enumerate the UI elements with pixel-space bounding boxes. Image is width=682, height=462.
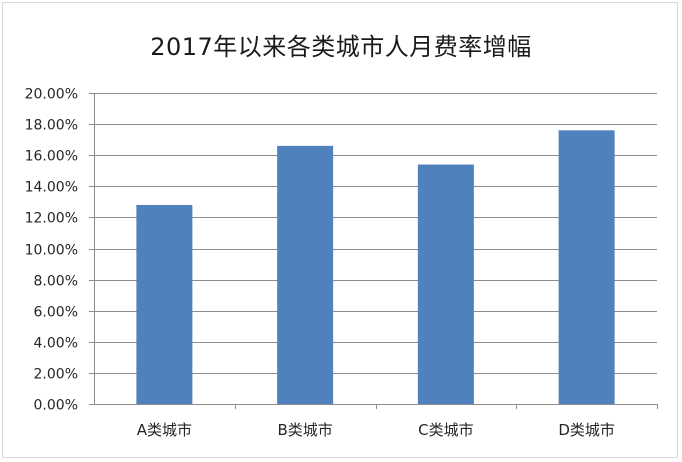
x-category-label: A类城市	[137, 421, 192, 439]
y-tick-label: 16.00%	[25, 149, 78, 165]
y-tick-label: 10.00%	[25, 243, 78, 259]
bar	[136, 204, 193, 404]
bar	[277, 145, 334, 404]
y-tick-label: 2.00%	[34, 367, 78, 383]
bar	[417, 164, 474, 404]
y-tick-label: 0.00%	[34, 398, 78, 414]
y-tick-label: 12.00%	[25, 211, 78, 227]
x-category-label: B类城市	[277, 421, 332, 439]
y-tick-label: 20.00%	[25, 87, 78, 103]
y-tick-label: 18.00%	[25, 118, 78, 134]
x-category-label: D类城市	[558, 421, 615, 439]
x-category-label: C类城市	[418, 421, 473, 439]
bars	[136, 130, 615, 404]
y-tick-label: 14.00%	[25, 180, 78, 196]
y-tick-label: 6.00%	[34, 305, 78, 321]
labels: 0.00% 2.00% 4.00% 6.00% 8.00% 10.00% 12.00% 14.…	[25, 87, 615, 440]
y-tick-label: 8.00%	[34, 274, 78, 290]
chart-title: 2017年以来各类城市人月费率增幅	[150, 33, 532, 61]
y-tick-label: 4.00%	[34, 336, 78, 352]
bar	[558, 130, 615, 404]
axes	[89, 93, 658, 409]
